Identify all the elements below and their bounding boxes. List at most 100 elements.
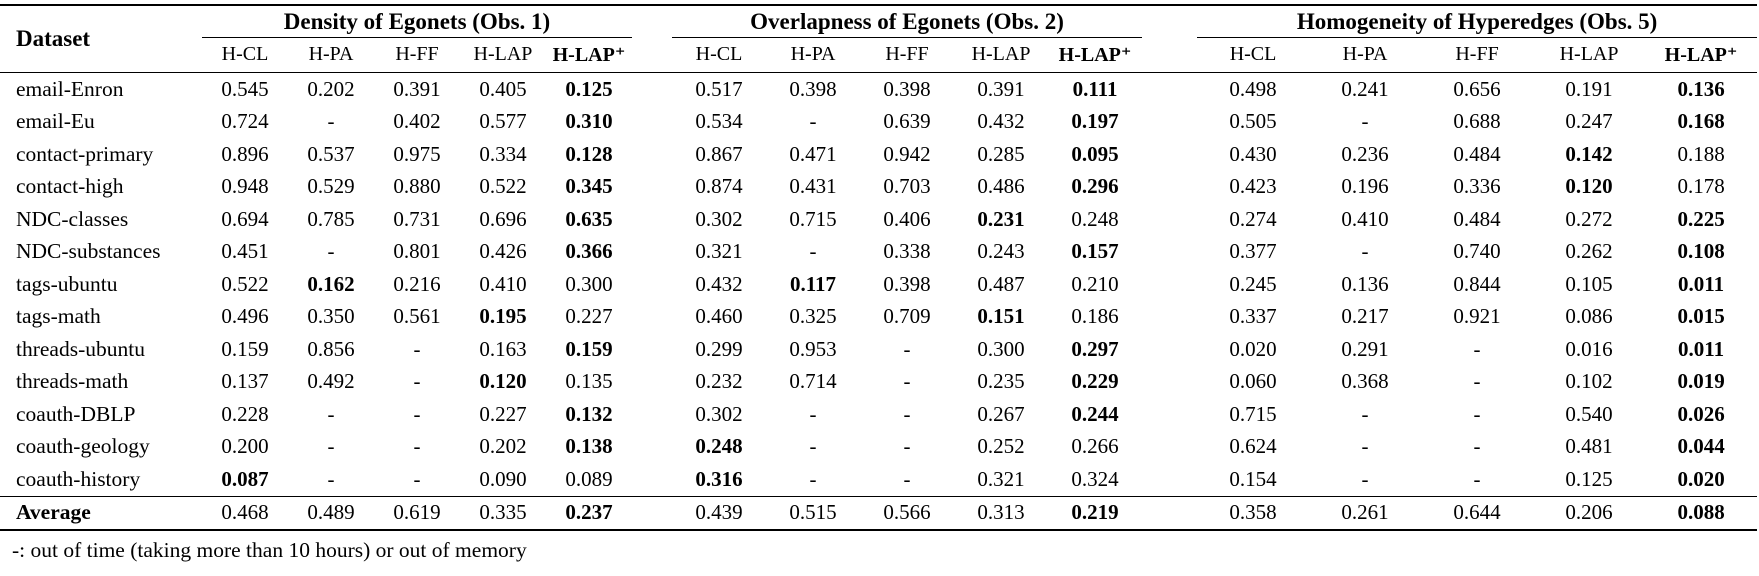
value-cell: 0.338 bbox=[883, 239, 931, 263]
value-cell: 0.921 bbox=[1453, 304, 1501, 328]
method-header: H-LAP⁺ bbox=[546, 37, 633, 73]
value-cell: - bbox=[413, 401, 421, 426]
dataset-name: email-Eu bbox=[16, 109, 95, 134]
value-cell: - bbox=[903, 466, 911, 491]
method-header: H-PA bbox=[288, 37, 374, 73]
table-row: email-Eu 0.724 - 0.402 0.577 0.310 0.534 - 0.639… bbox=[0, 106, 1757, 139]
value-cell: 0.227 bbox=[479, 401, 527, 426]
value-cell: 0.694 bbox=[221, 206, 269, 231]
dataset-name: Average bbox=[0, 495, 190, 531]
value-cell: 0.703 bbox=[883, 174, 931, 198]
value-cell: 0.011 bbox=[1678, 271, 1725, 296]
value-cell: 0.019 bbox=[1677, 369, 1725, 393]
value-cell: 0.202 bbox=[479, 434, 527, 458]
column-gap bbox=[190, 301, 202, 334]
value-cell: - bbox=[413, 369, 421, 393]
method-header: H-CL bbox=[202, 37, 288, 73]
value-cell: - bbox=[903, 336, 911, 361]
value-cell: - bbox=[1361, 239, 1369, 263]
value-cell: 0.350 bbox=[307, 304, 355, 328]
group-title-overlapness: Overlapness of Egonets (Obs. 2) bbox=[672, 5, 1143, 38]
value-cell: 0.128 bbox=[565, 141, 613, 166]
value-cell: 0.540 bbox=[1565, 401, 1613, 426]
value-cell: 0.545 bbox=[221, 76, 269, 101]
dataset-name: coauth-geology bbox=[16, 434, 150, 459]
value-cell: 0.874 bbox=[695, 174, 743, 198]
method-header: H-LAP bbox=[460, 37, 546, 73]
value-cell: 0.089 bbox=[565, 466, 613, 491]
value-cell: 0.108 bbox=[1677, 239, 1725, 263]
value-cell: 0.095 bbox=[1071, 141, 1119, 166]
value-cell: 0.740 bbox=[1453, 239, 1501, 263]
value-cell: 0.252 bbox=[977, 434, 1025, 458]
value-cell: 0.336 bbox=[1453, 174, 1501, 198]
dataset-name: tags-ubuntu bbox=[16, 271, 118, 296]
column-gap bbox=[190, 463, 202, 496]
value-cell: 0.432 bbox=[695, 271, 743, 296]
value-cell: 0.405 bbox=[479, 76, 527, 101]
value-cell: 0.942 bbox=[883, 141, 931, 166]
value-cell: 0.522 bbox=[221, 271, 269, 296]
column-gap bbox=[1142, 106, 1197, 139]
value-cell: 0.159 bbox=[221, 336, 269, 361]
value-cell: 0.856 bbox=[307, 336, 355, 361]
value-cell: 0.337 bbox=[1229, 304, 1277, 328]
value-cell: 0.656 bbox=[1453, 76, 1501, 101]
dataset-name: NDC-substances bbox=[16, 239, 161, 264]
value-cell: - bbox=[413, 466, 421, 491]
column-gap bbox=[632, 236, 672, 269]
value-cell: 0.229 bbox=[1071, 369, 1119, 393]
value-cell: 0.200 bbox=[221, 434, 269, 458]
table-row: coauth-DBLP 0.228 - - 0.227 0.132 0.302 - - 0.267… bbox=[0, 398, 1757, 431]
value-cell: 0.515 bbox=[766, 495, 861, 531]
value-cell: 0.310 bbox=[565, 109, 613, 133]
value-cell: 0.334 bbox=[479, 141, 527, 166]
value-cell: 0.206 bbox=[1533, 495, 1646, 531]
value-cell: - bbox=[1361, 109, 1369, 133]
value-cell: 0.020 bbox=[1677, 466, 1725, 491]
value-cell: 0.714 bbox=[789, 369, 837, 393]
dataset-name: contact-high bbox=[16, 174, 124, 199]
dataset-column-header: Dataset bbox=[0, 5, 190, 73]
value-cell: 0.296 bbox=[1071, 174, 1119, 198]
value-cell: - bbox=[1361, 434, 1369, 458]
column-gap bbox=[632, 301, 672, 334]
value-cell: 0.231 bbox=[977, 206, 1025, 231]
value-cell: 0.948 bbox=[221, 174, 269, 198]
value-cell: 0.168 bbox=[1677, 109, 1725, 133]
table-row: tags-ubuntu 0.522 0.162 0.216 0.410 0.300 0.43… bbox=[0, 268, 1757, 301]
value-cell: 0.377 bbox=[1229, 239, 1277, 263]
value-cell: 0.217 bbox=[1341, 304, 1389, 328]
value-cell: 0.274 bbox=[1229, 206, 1277, 231]
column-gap bbox=[632, 495, 673, 531]
value-cell: 0.391 bbox=[393, 76, 441, 101]
dataset-name: contact-primary bbox=[16, 141, 154, 166]
method-header: H-PA bbox=[1309, 37, 1422, 73]
value-cell: - bbox=[327, 239, 335, 263]
value-cell: 0.619 bbox=[374, 495, 460, 531]
value-cell: 0.262 bbox=[1565, 239, 1613, 263]
value-cell: 0.272 bbox=[1565, 206, 1613, 231]
value-cell: 0.709 bbox=[883, 304, 931, 328]
column-gap bbox=[632, 463, 672, 496]
group-title-density: Density of Egonets (Obs. 1) bbox=[202, 5, 633, 38]
value-cell: 0.368 bbox=[1341, 369, 1389, 393]
value-cell: 0.432 bbox=[977, 109, 1025, 133]
value-cell: 0.321 bbox=[977, 466, 1025, 491]
dataset-name: tags-math bbox=[16, 304, 101, 329]
table-body: email-Enron 0.545 0.202 0.391 0.405 0.125 0.51… bbox=[0, 73, 1758, 531]
value-cell: 0.248 bbox=[1071, 206, 1119, 231]
value-cell: 0.481 bbox=[1565, 434, 1613, 458]
value-cell: 0.496 bbox=[221, 304, 269, 328]
value-cell: - bbox=[1473, 336, 1481, 361]
value-cell: 0.016 bbox=[1565, 336, 1613, 361]
value-cell: - bbox=[1473, 369, 1481, 393]
value-cell: 0.300 bbox=[565, 271, 613, 296]
value-cell: 0.316 bbox=[695, 466, 743, 491]
value-cell: 0.624 bbox=[1229, 434, 1277, 458]
column-gap bbox=[190, 398, 202, 431]
value-cell: 0.398 bbox=[883, 76, 931, 101]
column-gap bbox=[190, 236, 202, 269]
group-header-row: Dataset Density of Egonets (Obs. 1) Over… bbox=[0, 5, 1758, 73]
method-header: H-LAP⁺ bbox=[1645, 37, 1758, 73]
